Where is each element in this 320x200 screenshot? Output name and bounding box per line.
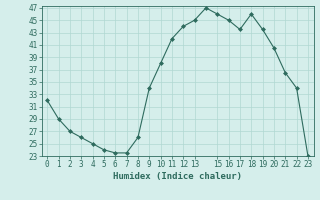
X-axis label: Humidex (Indice chaleur): Humidex (Indice chaleur)	[113, 172, 242, 181]
